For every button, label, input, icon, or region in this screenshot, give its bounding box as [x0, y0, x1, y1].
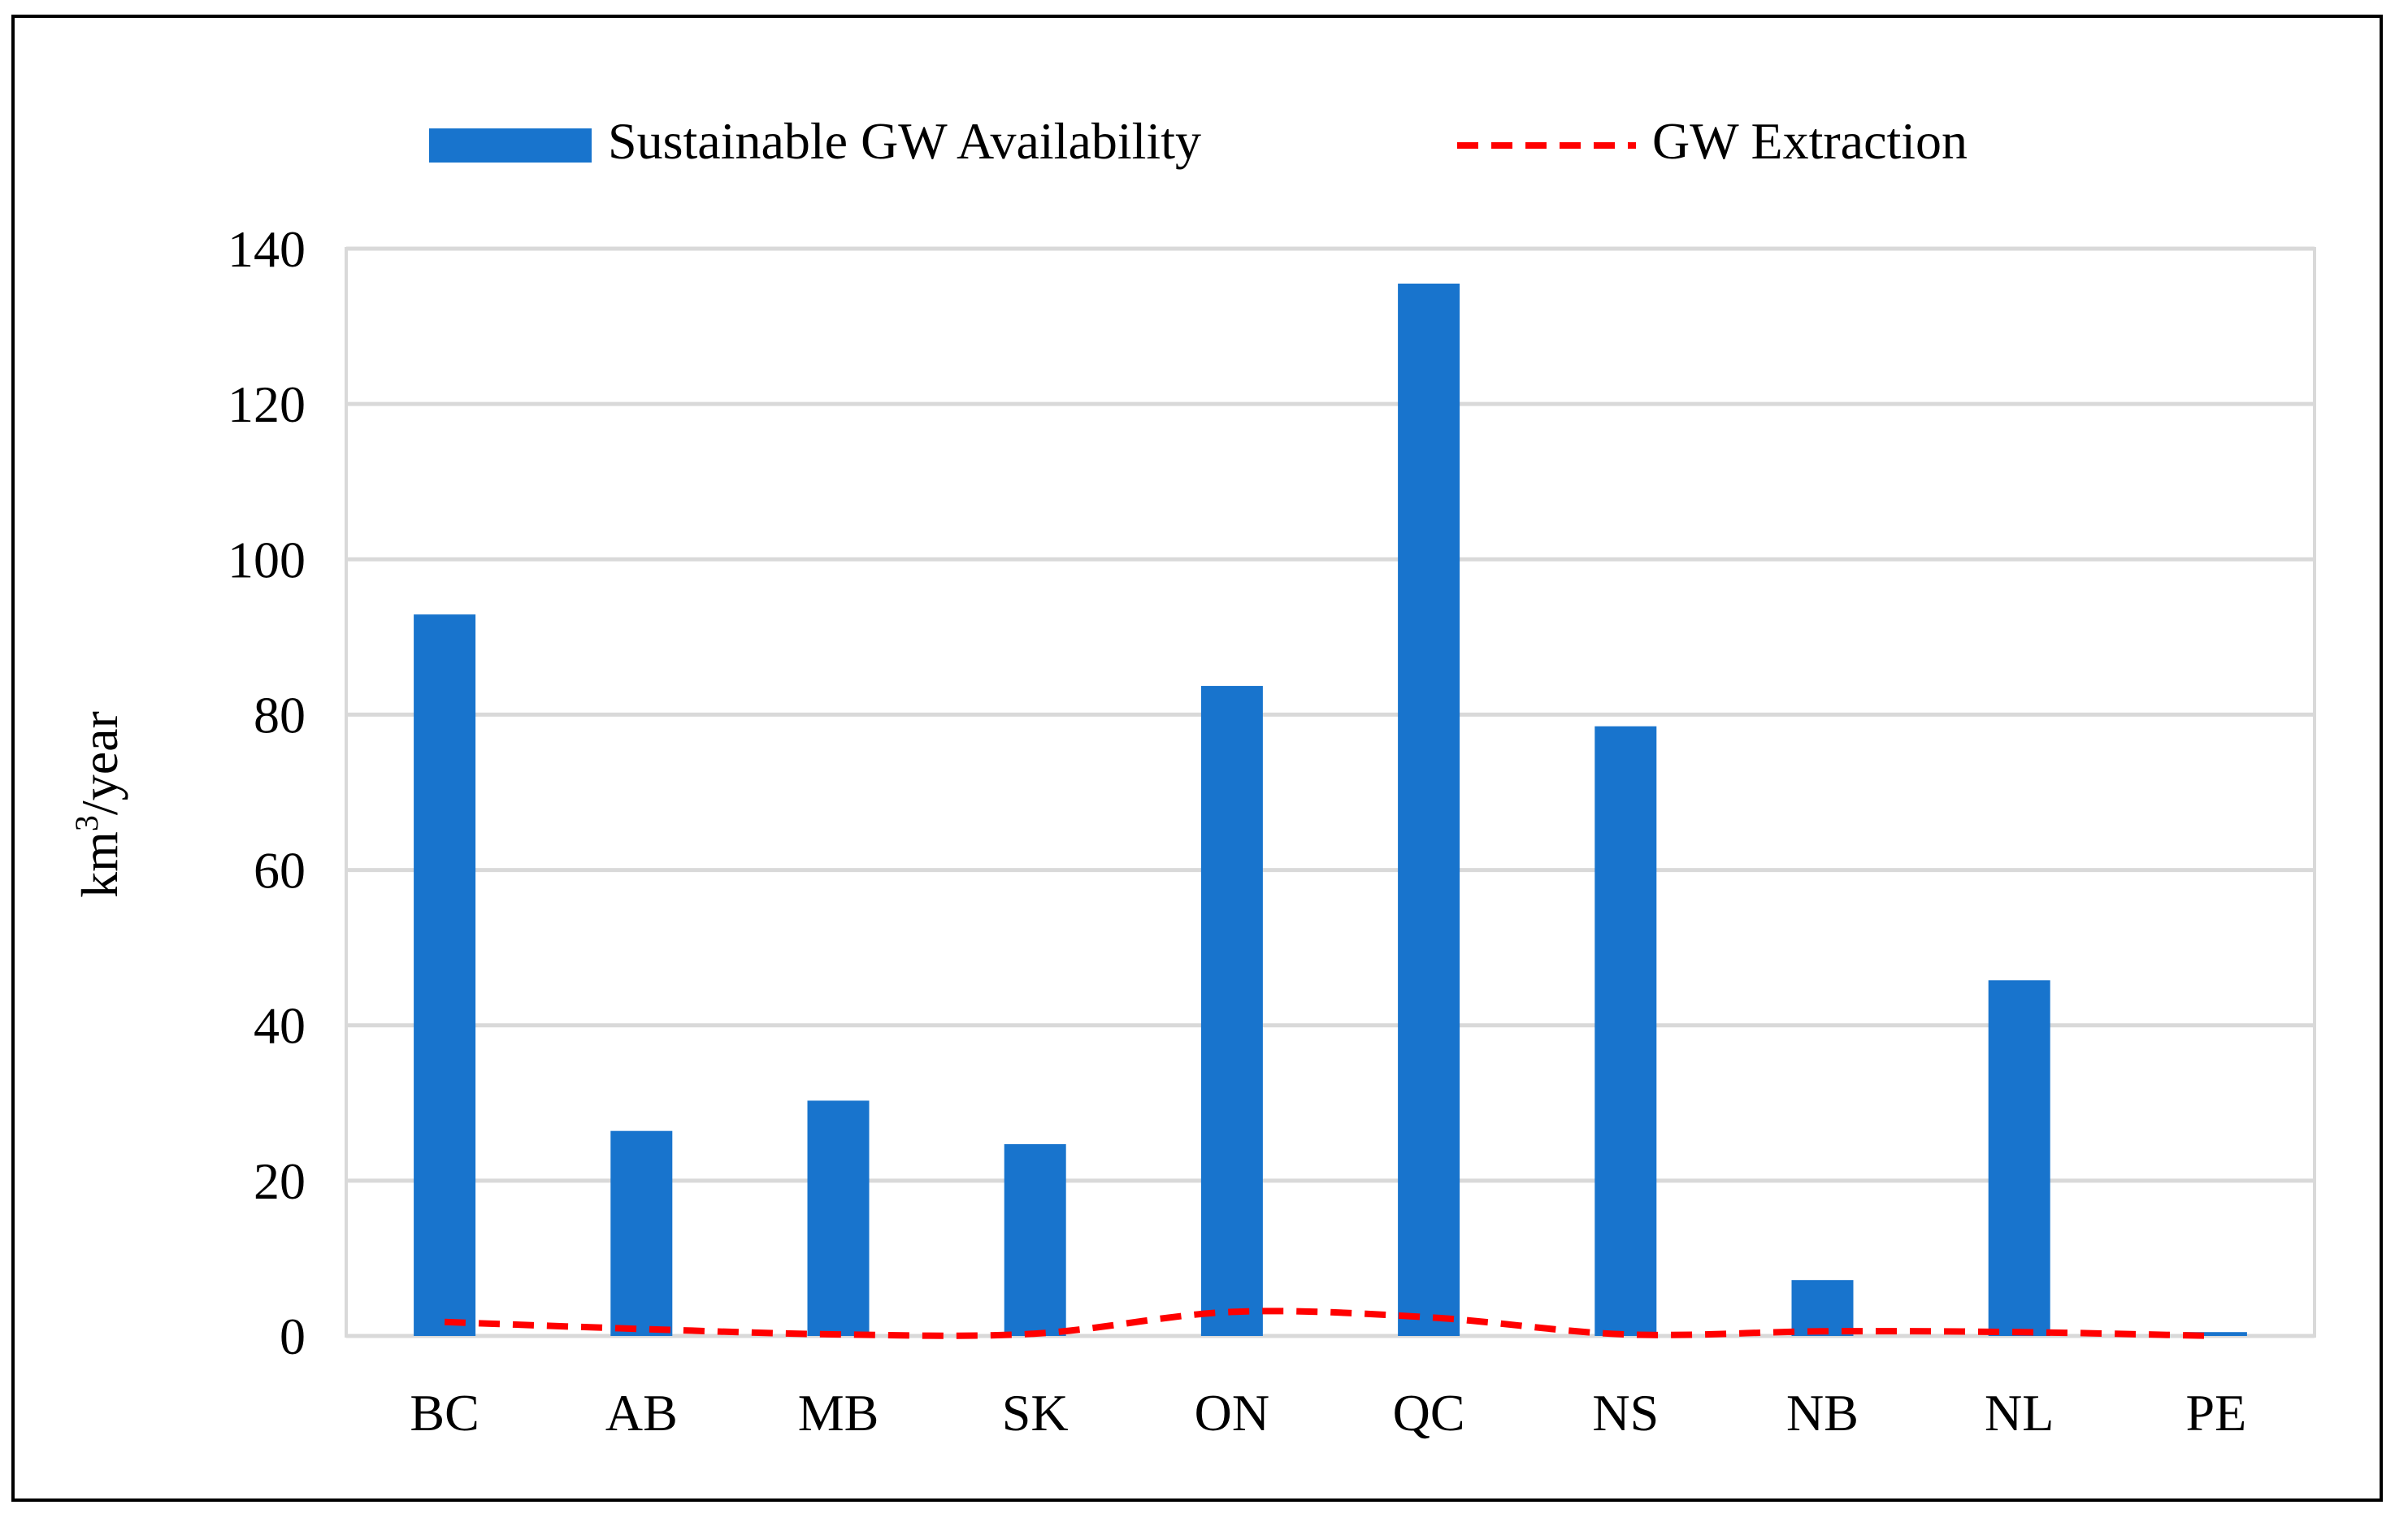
- bar-on: [1200, 686, 1263, 1336]
- y-tick-label: 80: [254, 686, 306, 744]
- y-tick-label: 20: [254, 1152, 306, 1210]
- bar-pe: [2185, 1332, 2247, 1336]
- bar-sk: [1004, 1143, 1066, 1336]
- bars-layer: [414, 284, 2247, 1337]
- y-tick-label: 0: [280, 1308, 306, 1365]
- y-tick-label: 120: [228, 375, 306, 433]
- x-tick-label: MB: [798, 1384, 879, 1442]
- line-layer: [444, 1308, 2216, 1339]
- y-tick-label: 100: [228, 531, 306, 588]
- y-axis-title: km3/year: [68, 711, 128, 898]
- legend-bar-label: Sustainable GW Availability: [608, 112, 1201, 170]
- x-tick-label: PE: [2186, 1384, 2247, 1442]
- x-tick-label: BC: [410, 1384, 479, 1442]
- axis-layer: 0 20 40 60 80 100 120 140 BC AB MB SK ON QC NS NB NL PE: [228, 220, 2246, 1442]
- y-tick-label: 60: [254, 842, 306, 900]
- legend-line-label: GW Extraction: [1652, 112, 1968, 170]
- x-tick-label: NS: [1592, 1384, 1659, 1442]
- bar-mb: [807, 1100, 870, 1336]
- x-tick-label: NB: [1786, 1384, 1859, 1442]
- legend-bar-swatch: [429, 128, 592, 163]
- grid-layer: [345, 246, 2316, 1338]
- y-tick-label: 140: [228, 220, 306, 278]
- chart-frame: 0 20 40 60 80 100 120 140 BC AB MB SK ON QC NS NB NL PE S…: [11, 15, 2383, 1502]
- chart-svg: 0 20 40 60 80 100 120 140 BC AB MB SK ON QC NS NB NL PE S…: [68, 112, 2316, 1442]
- y-tick-label: 40: [254, 997, 306, 1055]
- bar-bc: [414, 614, 476, 1336]
- x-tick-label: SK: [1002, 1384, 1069, 1442]
- x-tick-label: AB: [605, 1384, 678, 1442]
- bar-ns: [1594, 726, 1657, 1336]
- extraction-line: [444, 1308, 2216, 1339]
- bar-nb: [1791, 1280, 1854, 1336]
- x-tick-label: QC: [1393, 1384, 1465, 1442]
- bar-ab: [610, 1130, 673, 1336]
- legend-layer: Sustainable GW Availability GW Extractio…: [429, 112, 1968, 170]
- x-tick-label: NL: [1985, 1384, 2054, 1442]
- bar-nl: [1988, 980, 2050, 1336]
- bar-qc: [1398, 284, 1460, 1337]
- x-tick-label: ON: [1195, 1384, 1269, 1442]
